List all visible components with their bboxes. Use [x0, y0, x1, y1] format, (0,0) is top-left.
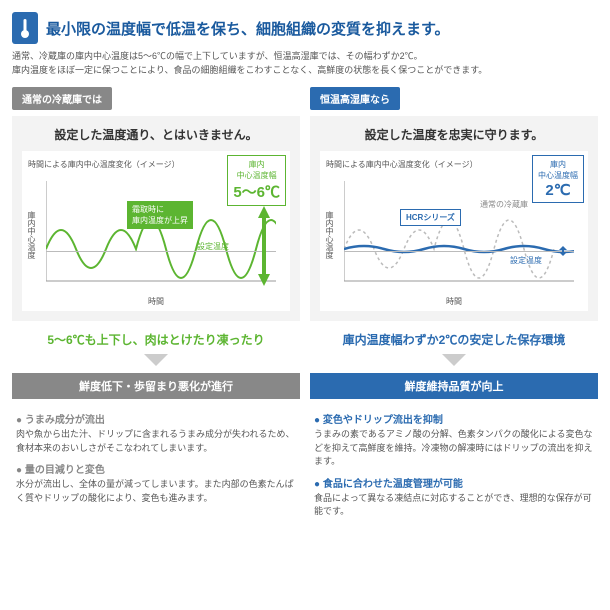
- right-mid-text: 庫内温度幅わずか2℃の安定した保存環境: [310, 331, 598, 348]
- left-wave: [46, 181, 276, 291]
- left-x-axis-label: 時間: [148, 296, 164, 307]
- left-column: 通常の冷蔵庫では 設定した温度通り、とはいきません。 時間による庫内中心温度変化…: [12, 87, 300, 525]
- left-card-title: 設定した温度通り、とはいきません。: [22, 126, 290, 143]
- left-bullet-2: 量の目減りと変色: [16, 461, 296, 476]
- small-updown-arrow-icon: [556, 246, 570, 256]
- left-set-temp-label: 設定温度: [197, 241, 229, 252]
- main-title: 最小限の温度幅で低温を保ち、細胞組織の変質を抑えます。: [46, 18, 450, 39]
- right-wave: [344, 181, 574, 291]
- down-arrow-icon: [12, 354, 300, 369]
- left-chart: 時間による庫内中心温度変化（イメージ） 庫内 中心温度幅 5～6℃ 庫内中心温度…: [22, 151, 290, 311]
- left-mid-text: 5～6℃も上下し、肉はとけたり凍ったり: [12, 331, 300, 348]
- right-bullet-1: 変色やドリップ流出を抑制: [314, 411, 594, 426]
- right-bullet-2-text: 食品によって異なる凍結点に対応することができ、理想的な保存が可能です。: [314, 492, 594, 519]
- right-bullet-1-text: うまみの素であるアミノ酸の分解、色素タンパクの酸化による変色などを抑えて高鮮度を…: [314, 428, 594, 469]
- left-info: うまみ成分が流出 肉や魚から出た汁、ドリップに含まれるうまみ成分が失われるため、…: [12, 399, 300, 511]
- thermometer-icon: [12, 12, 38, 44]
- left-bullet-1-text: 肉や魚から出た汁、ドリップに含まれるうまみ成分が失われるため、食材本来のおいしさ…: [16, 428, 296, 455]
- right-bullet-2: 食品に合わせた温度管理が可能: [314, 475, 594, 490]
- left-bullet-2-text: 水分が流出し、全体の量が減ってしまいます。また内部の色素たんぱく質やドリップの酸…: [16, 478, 296, 505]
- left-y-axis-label: 庫内中心温度: [26, 211, 37, 259]
- right-series-label: HCRシリーズ: [400, 209, 461, 226]
- right-bar: 鮮度維持品質が向上: [310, 373, 598, 399]
- right-column: 恒温高湿庫なら 設定した温度を忠実に守ります。 時間による庫内中心温度変化（イメ…: [310, 87, 598, 525]
- right-tab: 恒温高湿庫なら: [310, 87, 400, 110]
- left-callout: 霜取時に 庫内温度が上昇: [127, 201, 193, 229]
- right-y-axis-label: 庫内中心温度: [324, 211, 335, 259]
- left-bullet-1: うまみ成分が流出: [16, 411, 296, 426]
- main-description: 通常、冷蔵庫の庫内中心温度は5～6℃の幅で上下していますが、恒温高湿庫では、その…: [12, 50, 598, 77]
- right-x-axis-label: 時間: [446, 296, 462, 307]
- right-set-temp-label: 設定温度: [510, 255, 542, 266]
- down-arrow-icon: [310, 354, 598, 369]
- updown-arrow-icon: [258, 206, 270, 286]
- right-card-title: 設定した温度を忠実に守ります。: [320, 126, 588, 143]
- right-chart: 時間による庫内中心温度変化（イメージ） 庫内 中心温度幅 2℃ 庫内中心温度 通…: [320, 151, 588, 311]
- left-bar: 鮮度低下・歩留まり悪化が進行: [12, 373, 300, 399]
- left-tab: 通常の冷蔵庫では: [12, 87, 112, 110]
- right-info: 変色やドリップ流出を抑制 うまみの素であるアミノ酸の分解、色素タンパクの酸化によ…: [310, 399, 598, 525]
- normal-fridge-label: 通常の冷蔵庫: [480, 199, 528, 210]
